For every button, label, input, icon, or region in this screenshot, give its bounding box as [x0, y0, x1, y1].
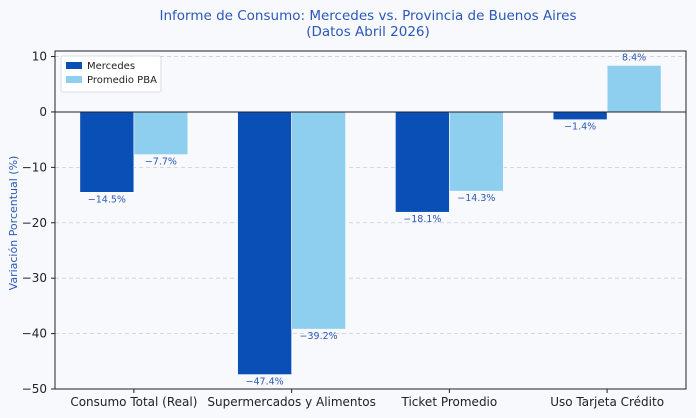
bar: [606, 65, 662, 113]
legend: Mercedes Promedio PBA: [60, 55, 162, 93]
data-label: −7.7%: [145, 157, 177, 168]
bar: [395, 111, 450, 213]
plot-frame: [54, 50, 687, 390]
y-tick-label: 10: [32, 50, 47, 64]
legend-box: [60, 55, 162, 93]
axes-layer: 10 0 −10 −20 −30 −40 −50 Consumo Total (Real) Su…: [22, 50, 687, 409]
legend-swatch: [66, 62, 82, 69]
data-label: −47.4%: [246, 377, 284, 388]
y-tick-label: −20: [22, 216, 47, 230]
y-tick-label: −40: [22, 327, 47, 341]
bar: [449, 111, 504, 192]
data-label: −14.3%: [457, 193, 495, 204]
bar: [552, 111, 608, 121]
bar: [79, 111, 135, 193]
data-label: 8.4%: [622, 52, 646, 63]
y-tick-label: −50: [22, 382, 47, 396]
data-label: −1.4%: [564, 122, 596, 133]
x-tick-label: Ticket Promedio: [401, 395, 498, 409]
chart-subtitle: (Datos Abril 2026): [306, 24, 430, 40]
x-tick-label: Consumo Total (Real): [70, 395, 197, 409]
bar: [291, 111, 346, 330]
grid-layer: [55, 56, 686, 390]
legend-swatch: [66, 76, 82, 83]
x-tick-label: Uso Tarjeta Crédito: [550, 395, 664, 409]
data-label: −18.1%: [403, 214, 441, 225]
data-label: −39.2%: [300, 331, 338, 342]
data-labels-layer: −14.5% −7.7% −47.4% −39.2% −18.1% −14.3% −1.4%…: [88, 52, 646, 387]
y-tick-label: −10: [22, 160, 47, 174]
bar: [237, 111, 292, 375]
legend-label: Mercedes: [87, 61, 135, 72]
chart-title: Informe de Consumo: Mercedes vs. Provinc…: [159, 8, 576, 24]
y-tick-label: 0: [39, 105, 47, 119]
data-label: −14.5%: [88, 194, 126, 205]
x-tick-label: Supermercados y Alimentos: [207, 395, 375, 409]
bar: [133, 111, 189, 155]
legend-label: Promedio PBA: [87, 75, 157, 86]
y-axis-label: Variación Porcentual (%): [7, 156, 20, 291]
y-tick-label: −30: [22, 271, 47, 285]
